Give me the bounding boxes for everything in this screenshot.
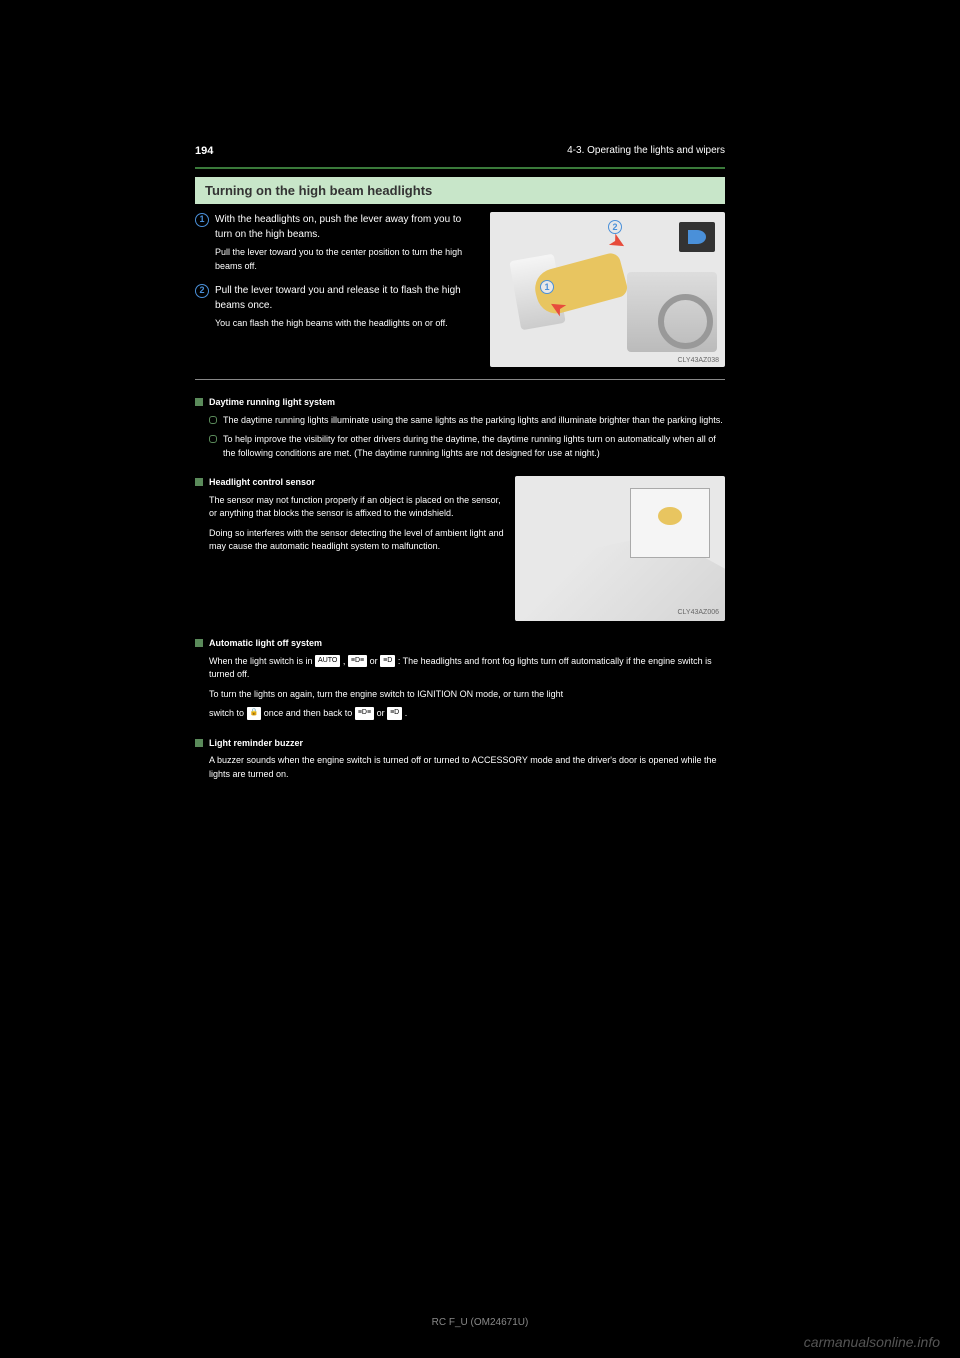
auto-off-line-2: To turn the lights on again, turn the en… bbox=[209, 688, 725, 702]
step-2-number: 2 bbox=[195, 284, 209, 298]
high-beam-indicator-box bbox=[679, 222, 715, 252]
headlight-icon: ≡D bbox=[387, 707, 402, 720]
parking-light-icon: ≡D≡ bbox=[355, 707, 374, 720]
square-bullet-icon bbox=[195, 639, 203, 647]
high-beam-content: 1 With the headlights on, push the lever… bbox=[195, 212, 725, 367]
step-1-text: With the headlights on, push the lever a… bbox=[215, 212, 480, 273]
lever-illustration: ➤ ➤ 1 2 CLY43AZ038 bbox=[490, 212, 725, 367]
auto-off-section: Automatic light off system When the ligh… bbox=[195, 637, 725, 721]
sensor-text-column: Headlight control sensor The sensor may … bbox=[195, 476, 505, 621]
watermark: carmanualsonline.info bbox=[804, 1334, 940, 1350]
reminder-heading: Light reminder buzzer bbox=[195, 737, 725, 751]
auto-mode-icon: AUTO bbox=[315, 655, 340, 668]
round-bullet-icon bbox=[209, 416, 217, 424]
sensor-dot-icon bbox=[658, 507, 682, 525]
lock-icon: 🔒 bbox=[247, 707, 262, 720]
step-2: 2 Pull the lever toward you and release … bbox=[195, 283, 480, 331]
square-bullet-icon bbox=[195, 478, 203, 486]
section-banner: Turning on the high beam headlights bbox=[195, 177, 725, 204]
manual-page: 194 4-3. Operating the lights and wipers… bbox=[195, 145, 725, 787]
illustration-2-label: CLY43AZ006 bbox=[677, 608, 719, 619]
illustration-1-label: CLY43AZ038 bbox=[677, 357, 719, 364]
auto-off-line-3: switch to 🔒 once and then back to ≡D≡ or… bbox=[209, 707, 725, 721]
high-beam-icon bbox=[688, 230, 706, 244]
steps-text: 1 With the headlights on, push the lever… bbox=[195, 212, 480, 367]
header-divider bbox=[195, 167, 725, 169]
step-2-text: Pull the lever toward you and release it… bbox=[215, 283, 480, 331]
steering-wheel-graphic bbox=[658, 294, 713, 349]
round-bullet-icon bbox=[209, 435, 217, 443]
auto-off-line-1: When the light switch is in AUTO , ≡D≡ o… bbox=[209, 655, 725, 682]
footer-text: RC F_U (OM24671U) bbox=[0, 1317, 960, 1328]
badge-1: 1 bbox=[540, 280, 554, 294]
sensor-heading: Headlight control sensor bbox=[195, 476, 505, 490]
headlight-icon: ≡D bbox=[380, 655, 395, 668]
reminder-section: Light reminder buzzer A buzzer sounds wh… bbox=[195, 737, 725, 782]
sensor-section: Headlight control sensor The sensor may … bbox=[195, 476, 725, 621]
content-divider bbox=[195, 379, 725, 380]
lever-illustration-container: ➤ ➤ 1 2 CLY43AZ038 bbox=[490, 212, 725, 367]
drl-item-2: To help improve the visibility for other… bbox=[209, 433, 725, 460]
parking-light-icon: ≡D≡ bbox=[348, 655, 367, 668]
page-number: 194 bbox=[195, 145, 213, 157]
page-header: 194 4-3. Operating the lights and wipers bbox=[195, 145, 725, 157]
sensor-illustration-container: CLY43AZ006 bbox=[515, 476, 725, 621]
section-title: 4-3. Operating the lights and wipers bbox=[567, 145, 725, 157]
sensor-zoom-inset bbox=[630, 488, 710, 558]
daytime-running-light-section: Daytime running light system The daytime… bbox=[195, 396, 725, 460]
drl-heading: Daytime running light system bbox=[195, 396, 725, 410]
sensor-illustration: CLY43AZ006 bbox=[515, 476, 725, 621]
step-1: 1 With the headlights on, push the lever… bbox=[195, 212, 480, 273]
auto-off-heading: Automatic light off system bbox=[195, 637, 725, 651]
square-bullet-icon bbox=[195, 398, 203, 406]
badge-2: 2 bbox=[608, 220, 622, 234]
square-bullet-icon bbox=[195, 739, 203, 747]
drl-item-1: The daytime running lights illuminate us… bbox=[209, 414, 725, 428]
step-1-number: 1 bbox=[195, 213, 209, 227]
